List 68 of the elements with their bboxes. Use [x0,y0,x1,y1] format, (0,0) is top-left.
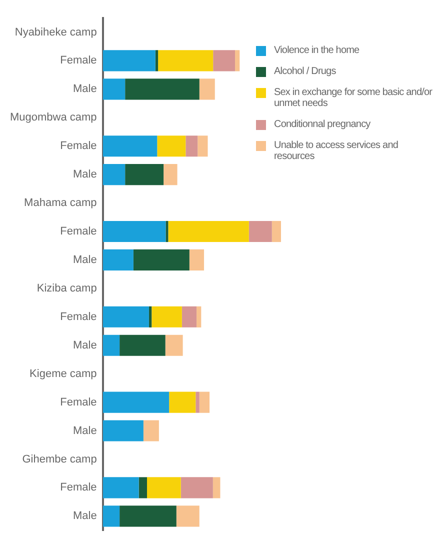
bar [120,334,166,356]
y-tick-label: Male [72,339,97,352]
y-tick-label: Female [60,54,97,67]
bar [138,477,148,498]
bar [169,392,196,413]
y-tick-label: Kigeme camp [30,368,97,380]
y-tick-label: Male [72,168,97,181]
y-tick-label: Kiziba camp [36,282,97,294]
legend-label: Alcohol / Drugs [274,66,336,77]
legend-label: Sex in exchange for some basic and/or unmet needs [274,87,434,109]
legend-label: Unable to access services and resources [274,140,400,162]
y-tick-label: Gihembe camp [22,453,97,466]
bar [102,220,166,242]
bar [199,78,215,100]
bar [125,164,164,186]
y-tick-label: Male [72,424,97,437]
y-tick-label: Mugombwa camp [10,112,97,124]
bar [165,334,183,356]
bar [199,392,210,413]
bar [189,249,204,270]
bar [102,136,158,157]
bar [164,164,178,186]
y-tick-label: Female [60,396,97,408]
bar [102,420,144,442]
bar [213,50,236,72]
y-tick-label: Male [72,510,97,522]
bar [235,50,240,72]
bar [212,477,220,498]
legend-label: Conditionnal pregnancy [274,119,370,130]
bar [125,78,200,100]
bar [158,50,214,72]
bar [152,306,182,328]
bar [102,392,170,413]
bar [102,50,156,72]
y-tick-label: Male [72,83,97,96]
bar [102,249,134,270]
bar [157,136,186,157]
bar [102,334,120,356]
bar [143,420,159,442]
bar [168,220,249,242]
bar [147,477,181,498]
bar [166,220,168,242]
bar [272,220,281,242]
bar [148,306,152,328]
bar [198,136,208,157]
y-tick-label: Mahama camp [24,197,97,210]
bar [102,477,139,498]
bar [186,136,198,157]
y-tick-label: Female [60,140,97,152]
y-tick-label: Female [60,310,97,323]
bar [102,306,149,328]
bar [133,249,190,270]
bar [155,50,158,72]
bar [176,506,200,527]
bar [196,306,202,328]
bar [182,306,197,328]
bar [196,392,200,413]
y-tick-label: Male [72,254,97,266]
bar [102,78,126,100]
y-tick-label: Female [60,226,97,238]
bar [180,477,213,498]
bar [102,506,120,527]
y-tick-label: Nyabiheke camp [14,26,97,38]
legend-label: Violence in the home [274,45,360,56]
y-tick-label: Female [60,482,97,494]
bar [248,220,272,242]
bar [102,164,126,186]
bar [120,506,176,527]
